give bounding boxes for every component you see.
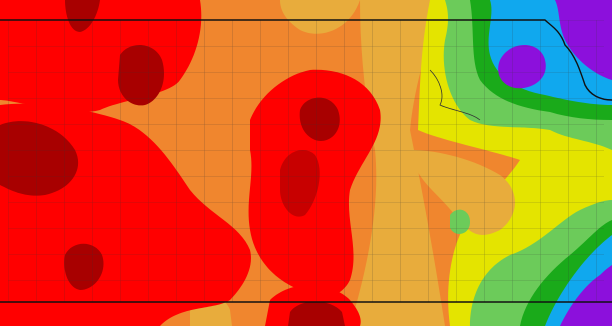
state-border: [0, 19, 612, 101]
dark-red-region: [288, 301, 345, 326]
county-lines: [8, 20, 604, 302]
metro-outline: [429, 69, 481, 121]
